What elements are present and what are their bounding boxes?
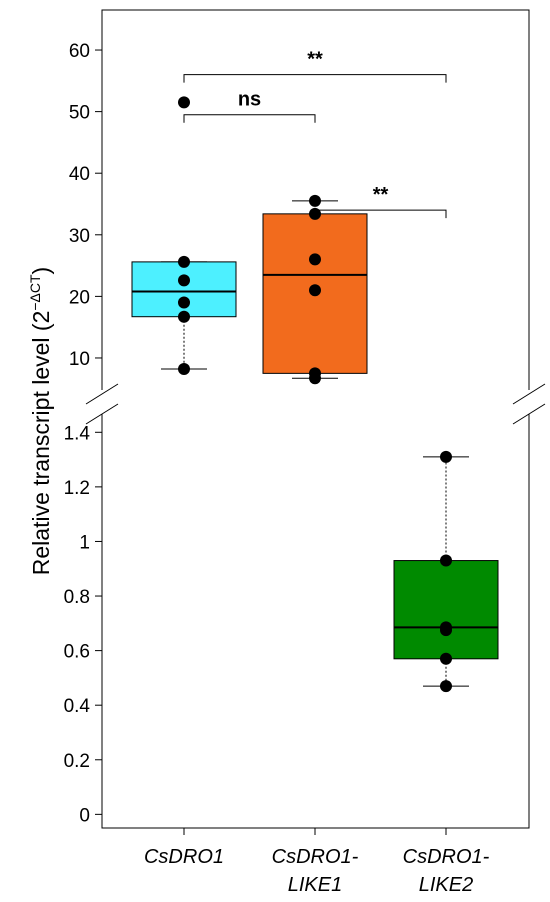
data-point [178, 296, 190, 309]
axis-break-mark [512, 383, 546, 405]
data-point [309, 372, 321, 385]
y-tick-label: 10 [69, 349, 90, 370]
data-point [178, 363, 190, 376]
data-point [440, 450, 452, 463]
y-tick-label: 0.2 [64, 751, 90, 772]
data-point [309, 253, 321, 266]
data-point [178, 255, 190, 268]
significance-bracket [314, 209, 447, 219]
significance-bracket [183, 74, 447, 83]
significance-label: ns [238, 89, 261, 111]
y-tick-label: 0.6 [64, 642, 90, 663]
y-tick-label: 30 [69, 226, 90, 247]
significance-label: ** [373, 184, 389, 206]
axis-break-mark [512, 403, 546, 425]
x-category-label: CsDRO1- [272, 846, 359, 868]
plot-frame [101, 9, 530, 829]
significance-bracket [183, 114, 316, 123]
y-tick-label: 0 [79, 805, 90, 826]
y-tick-label: 1.2 [64, 478, 90, 499]
x-category-label: LIKE1 [288, 874, 342, 896]
axis-break-mark [85, 383, 119, 405]
x-category-label: CsDRO1 [144, 846, 224, 868]
x-category-label: CsDRO1- [403, 846, 490, 868]
data-point [440, 680, 452, 693]
y-axis-label: Relative transcript level (2−ΔCT) [27, 267, 54, 575]
significance-label: ** [307, 49, 323, 71]
y-tick-label: 1.4 [64, 423, 91, 444]
y-tick-label: 0.4 [64, 696, 91, 717]
y-tick-label: 20 [69, 287, 90, 308]
y-tick-label: 60 [69, 41, 90, 62]
data-point [178, 310, 190, 323]
data-point [440, 624, 452, 637]
data-point [309, 284, 321, 297]
data-point [178, 96, 190, 109]
y-tick-label: 50 [69, 103, 90, 124]
data-point [309, 194, 321, 207]
y-tick-label: 0.8 [64, 587, 90, 608]
x-category-label: LIKE2 [419, 874, 473, 896]
y-tick-label: 1 [79, 532, 90, 553]
data-point [440, 652, 452, 665]
y-tick-label: 40 [69, 164, 90, 185]
data-point [440, 554, 452, 567]
axis-break-mark [85, 403, 119, 425]
data-point [178, 274, 190, 287]
box [393, 560, 499, 660]
